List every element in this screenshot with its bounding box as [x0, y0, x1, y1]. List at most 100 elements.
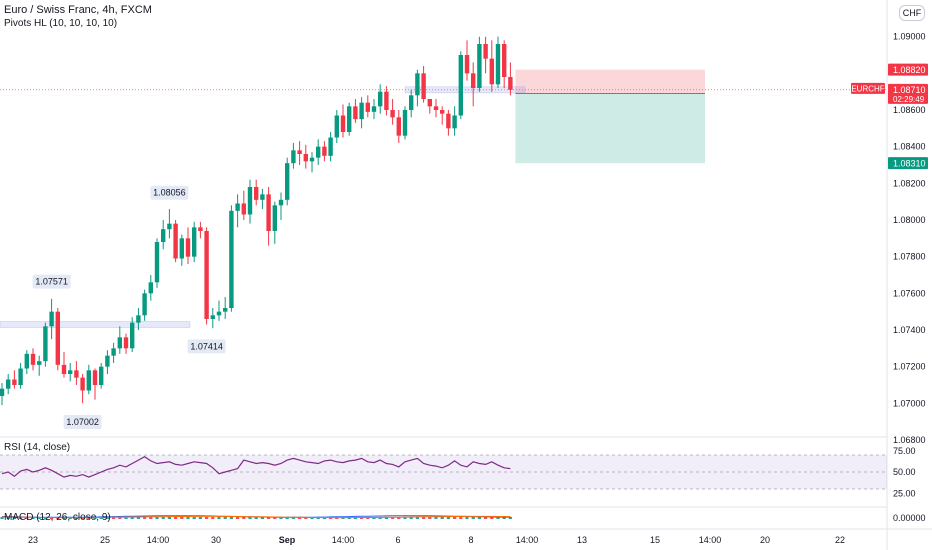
- price-tick: 1.08200: [893, 178, 926, 188]
- macd-hist-bar: [428, 517, 432, 519]
- candle-body: [260, 194, 265, 200]
- macd-hist-bar: [161, 517, 165, 519]
- time-tick: 22: [835, 535, 845, 545]
- macd-title[interactable]: MACD (12, 26, close, 9): [4, 512, 111, 523]
- macd-hist-bar: [229, 517, 233, 519]
- macd-hist-bar: [236, 517, 240, 519]
- price-tick: 1.07800: [893, 252, 926, 262]
- time-tick: 23: [28, 535, 38, 545]
- macd-hist-bar: [434, 517, 438, 519]
- candle-body: [173, 223, 178, 259]
- candle-body: [18, 368, 23, 385]
- macd-hist-bar: [465, 517, 469, 519]
- candle-body: [390, 110, 395, 118]
- candle-body: [210, 315, 215, 319]
- candle-body: [495, 44, 501, 85]
- candle-body: [502, 44, 507, 77]
- candle-body: [483, 44, 488, 59]
- rsi-title[interactable]: RSI (14, close): [4, 442, 71, 453]
- macd-hist-bar: [403, 517, 407, 519]
- candle-body: [402, 110, 408, 136]
- candle-body: [6, 379, 11, 389]
- indicator-label[interactable]: Pivots HL (10, 10, 10, 10): [4, 18, 118, 29]
- price-tick: 1.08400: [893, 142, 926, 152]
- macd-hist-bar: [217, 517, 221, 519]
- macd-hist-bar: [508, 517, 512, 519]
- candle-body: [384, 91, 389, 110]
- macd-hist-bar: [0, 517, 4, 519]
- time-tick: 14:00: [516, 535, 539, 545]
- time-tick: 15: [650, 535, 660, 545]
- macd-hist-bar: [174, 517, 178, 519]
- macd-hist-bar: [378, 517, 382, 519]
- candle-body: [192, 227, 197, 257]
- candle-body: [204, 231, 209, 319]
- rsi-tick: 25.00: [893, 488, 916, 498]
- candle-body: [303, 154, 308, 162]
- macd-hist-bar: [279, 517, 283, 519]
- candle-body: [316, 146, 321, 158]
- candle-body: [464, 55, 470, 74]
- chart-title: Euro / Swiss Franc, 4h, FXCM: [4, 4, 152, 16]
- candle-body: [254, 187, 259, 200]
- candle-body: [92, 370, 98, 385]
- candle-body: [229, 210, 234, 308]
- time-tick: Sep: [279, 535, 296, 545]
- pivot-label-bg: [63, 414, 102, 429]
- candle-body: [12, 379, 17, 385]
- candle-body: [167, 223, 172, 230]
- rsi-tick: 75.00: [893, 446, 916, 456]
- candle-body: [309, 157, 315, 162]
- time-tick: 8: [468, 535, 473, 545]
- candle-body: [353, 106, 358, 120]
- candle-body: [179, 238, 184, 259]
- macd-hist-bar: [304, 517, 308, 519]
- pivot-label-bg: [187, 339, 226, 354]
- candle-body: [55, 311, 60, 365]
- currency-button[interactable]: CHF: [899, 5, 925, 21]
- candle-body: [235, 203, 240, 211]
- rsi-panel: 75.00 50.00 25.00: [0, 446, 916, 498]
- symbol-tag: EURCHF: [851, 84, 884, 93]
- pivot-label-bg: [150, 185, 189, 200]
- macd-hist-bar: [242, 517, 246, 519]
- candle-body: [409, 95, 414, 110]
- macd-hist-bar: [453, 517, 457, 519]
- last-price-countdown: 02:29:49: [893, 95, 925, 104]
- candle-body: [105, 355, 110, 367]
- macd-hist-bar: [490, 517, 494, 519]
- macd-hist-bar: [143, 517, 147, 519]
- pivot-label-high: 1.07571: [32, 274, 71, 289]
- candle-body: [37, 361, 42, 365]
- candle-body: [415, 73, 420, 96]
- candle-body: [216, 311, 222, 316]
- macd-hist-bar: [180, 517, 184, 519]
- axes: 1.09000 1.08600 1.08400 1.08200 1.08000 1.078…: [28, 32, 928, 545]
- stop-zone: [515, 69, 705, 94]
- macd-hist-bar: [459, 517, 463, 519]
- macd-hist-bar: [291, 517, 295, 519]
- macd-hist-bar: [477, 517, 481, 519]
- macd-hist-bar: [112, 517, 116, 519]
- macd-hist-bar: [205, 517, 209, 519]
- candle-body: [340, 115, 346, 132]
- target-zone: [515, 93, 705, 164]
- pivot-label-text: 1.07002: [66, 417, 99, 427]
- time-tick: 13: [577, 535, 587, 545]
- candle-body: [291, 150, 296, 164]
- target-price-tag-bg: [888, 157, 928, 170]
- macd-hist-bar: [198, 517, 202, 519]
- macd-hist-bar: [409, 517, 413, 519]
- candle-body: [347, 106, 352, 132]
- candle-body: [123, 337, 129, 349]
- price-tick: 1.07400: [893, 325, 926, 335]
- pivot-label-low: 1.07002: [63, 414, 102, 429]
- sr-box: [404, 86, 526, 94]
- last-price-bg: [888, 83, 928, 104]
- symbol-tag-bg: [851, 82, 885, 94]
- macd-hist-bar: [422, 517, 426, 519]
- time-tick: 6: [395, 535, 400, 545]
- candle-body: [458, 55, 463, 116]
